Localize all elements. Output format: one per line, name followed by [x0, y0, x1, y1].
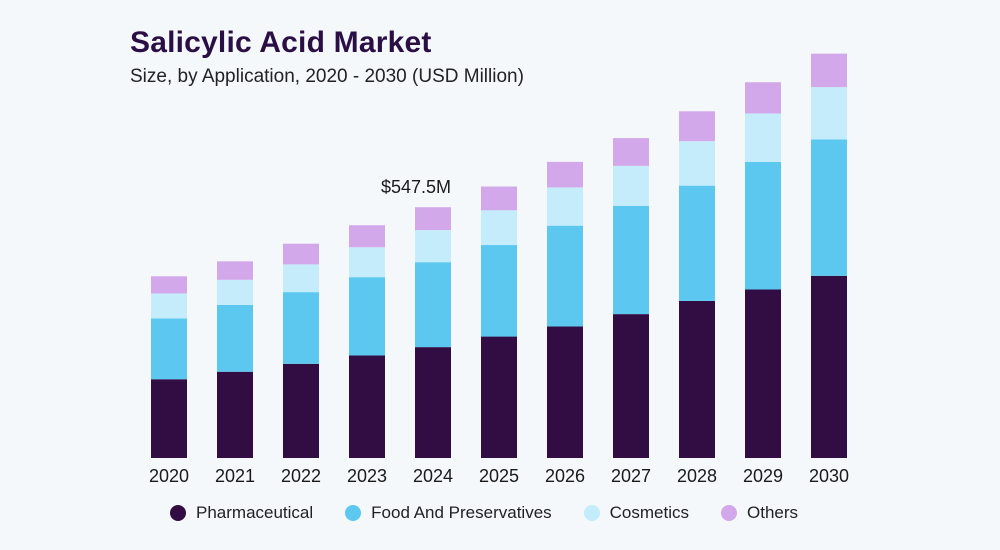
bar-2022-pharmaceutical [283, 363, 319, 458]
legend-swatch-others [721, 505, 738, 521]
legend-label-cosmetics: Cosmetics [609, 503, 690, 522]
bar-2030-others [811, 53, 847, 88]
bar-2022-others [283, 243, 319, 265]
bar-2021-cosmetics [217, 279, 253, 305]
bar-2028-food-and-preservatives [679, 185, 715, 301]
bar-2029-food-and-preservatives [745, 161, 781, 290]
bar-2030-cosmetics [811, 87, 847, 140]
chart-legend: Pharmaceutical Food And Preservatives Co… [170, 503, 830, 523]
bar-2024-cosmetics [415, 230, 451, 263]
bar-2020-food-and-preservatives [151, 318, 187, 380]
bar-2023-pharmaceutical [349, 355, 385, 458]
legend-item-cosmetics: Cosmetics [583, 503, 690, 523]
bar-2027-cosmetics [613, 165, 649, 206]
legend-swatch-pharmaceutical [170, 505, 186, 521]
bar-2026-pharmaceutical [547, 326, 583, 458]
bar-2027-food-and-preservatives [613, 205, 649, 315]
x-tick-label-2028: 2028 [677, 466, 717, 486]
bar-2022-cosmetics [283, 264, 319, 293]
bar-2029-pharmaceutical [745, 289, 781, 458]
bar-2022-food-and-preservatives [283, 292, 319, 364]
x-tick-label-2022: 2022 [281, 466, 321, 486]
bar-2023-cosmetics [349, 247, 385, 278]
bar-2028-others [679, 111, 715, 142]
bar-2023-food-and-preservatives [349, 277, 385, 356]
bar-2020-cosmetics [151, 293, 187, 319]
bar-2027-pharmaceutical [613, 314, 649, 458]
legend-item-others: Others [721, 503, 798, 523]
chart-subtitle: Size, by Application, 2020 - 2030 (USD M… [130, 66, 524, 87]
bar-2025-others [481, 186, 517, 211]
x-tick-label-2023: 2023 [347, 466, 387, 486]
data-label-2024: $547.5M [381, 177, 451, 197]
bar-2024-pharmaceutical [415, 347, 451, 458]
bar-2025-food-and-preservatives [481, 245, 517, 337]
bar-2025-pharmaceutical [481, 336, 517, 458]
legend-item-pharmaceutical: Pharmaceutical [170, 503, 313, 523]
x-tick-label-2027: 2027 [611, 466, 651, 486]
bar-2026-food-and-preservatives [547, 225, 583, 327]
bar-2020-pharmaceutical [151, 379, 187, 458]
bar-2025-cosmetics [481, 210, 517, 246]
x-tick-label-2024: 2024 [413, 466, 453, 486]
x-tick-label-2030: 2030 [809, 466, 849, 486]
bar-2030-food-and-preservatives [811, 139, 847, 276]
legend-label-food-and-preservatives: Food And Preservatives [371, 503, 552, 522]
bar-2024-food-and-preservatives [415, 262, 451, 348]
bar-2020-others [151, 276, 187, 294]
x-tick-label-2021: 2021 [215, 466, 255, 486]
bar-2021-food-and-preservatives [217, 304, 253, 372]
bar-2023-others [349, 225, 385, 248]
bar-2027-others [613, 138, 649, 166]
x-tick-label-2029: 2029 [743, 466, 783, 486]
bar-2029-cosmetics [745, 113, 781, 162]
x-tick-label-2026: 2026 [545, 466, 585, 486]
bar-2026-cosmetics [547, 187, 583, 226]
bar-2028-cosmetics [679, 141, 715, 186]
bar-2028-pharmaceutical [679, 300, 715, 458]
legend-swatch-cosmetics [583, 505, 600, 521]
bar-2021-pharmaceutical [217, 371, 253, 458]
x-tick-label-2020: 2020 [149, 466, 189, 486]
bar-2030-pharmaceutical [811, 275, 847, 458]
bar-2021-others [217, 261, 253, 280]
legend-label-others: Others [747, 503, 799, 522]
legend-swatch-food-and-preservatives [345, 505, 362, 521]
legend-label-pharmaceutical: Pharmaceutical [196, 503, 314, 522]
x-tick-label-2025: 2025 [479, 466, 519, 486]
bar-2029-others [745, 82, 781, 114]
bar-2026-others [547, 161, 583, 188]
chart-title: Salicylic Acid Market [130, 26, 432, 59]
bar-2024-others [415, 207, 451, 231]
legend-item-food-and-preservatives: Food And Preservatives [345, 503, 552, 523]
